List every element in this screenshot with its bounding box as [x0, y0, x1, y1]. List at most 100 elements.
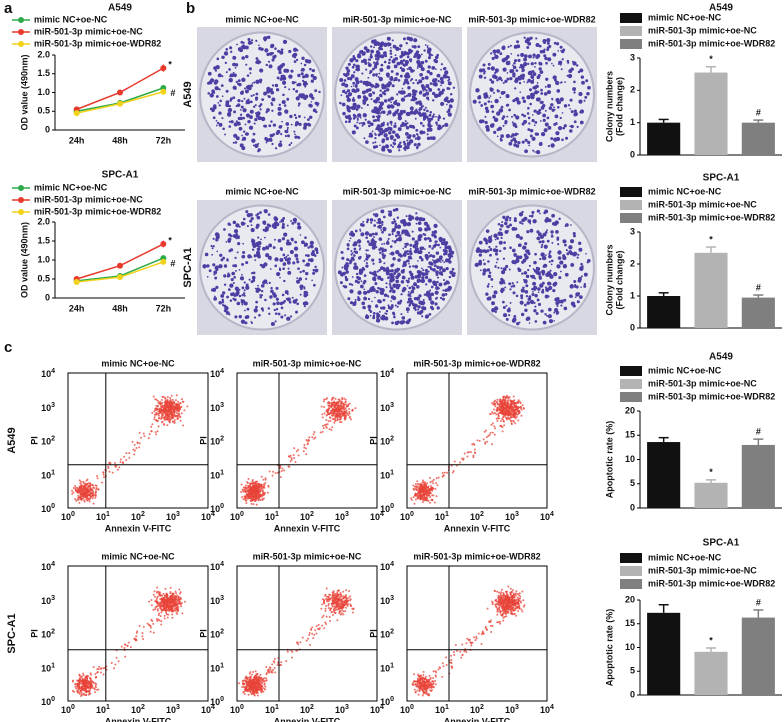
- colony: [501, 279, 505, 283]
- colony: [434, 55, 439, 60]
- colony: [559, 299, 564, 304]
- event-dot: [108, 461, 111, 464]
- colony: [406, 301, 410, 304]
- colony: [286, 293, 289, 296]
- colony: [550, 234, 554, 238]
- event-dot: [327, 408, 330, 411]
- colony: [251, 241, 256, 247]
- colony: [246, 307, 250, 311]
- event-dot: [354, 407, 357, 410]
- colony: [265, 141, 268, 144]
- colony: [345, 270, 349, 274]
- colony: [443, 99, 446, 102]
- colony: [275, 297, 279, 301]
- bar: [694, 72, 728, 155]
- event-dot: [339, 421, 342, 424]
- colony: [241, 262, 245, 266]
- colony: [367, 297, 371, 301]
- colony: [314, 254, 317, 257]
- event-dot: [341, 412, 344, 415]
- event-dot: [79, 488, 82, 491]
- row-label: A549: [182, 81, 194, 107]
- colony: [532, 149, 535, 152]
- colony: [241, 286, 245, 290]
- event-dot: [92, 502, 95, 505]
- colony: [428, 261, 433, 266]
- colony: [567, 104, 571, 107]
- colony: [350, 283, 352, 285]
- event-dot: [152, 395, 155, 398]
- colony: [499, 96, 502, 99]
- colony: [381, 110, 385, 114]
- event-dot: [147, 437, 150, 440]
- event-dot: [331, 402, 334, 405]
- y-tick-label: 1.0: [37, 254, 50, 264]
- colony: [540, 245, 543, 249]
- colony: [371, 130, 374, 133]
- event-dot: [510, 416, 513, 419]
- event-dot: [342, 402, 345, 405]
- colony: [266, 86, 271, 92]
- colony: [551, 98, 554, 101]
- colony: [540, 92, 544, 95]
- colony: [394, 57, 399, 61]
- bar: [647, 442, 681, 508]
- colony: [425, 115, 429, 119]
- colony: [261, 98, 265, 101]
- colony: [305, 262, 311, 267]
- colony: [529, 128, 534, 133]
- colony: [247, 40, 252, 45]
- event-dot: [429, 484, 432, 487]
- colony: [232, 141, 235, 144]
- colony: [538, 142, 543, 146]
- colony: [281, 225, 285, 230]
- colony: [395, 279, 400, 284]
- event-dot: [295, 450, 298, 453]
- event-dot: [512, 395, 515, 398]
- colony: [502, 306, 506, 309]
- colony: [356, 104, 361, 109]
- tick-base: 10: [201, 512, 211, 522]
- colony: [259, 103, 263, 106]
- colony: [378, 237, 383, 241]
- tick-base: 10: [265, 512, 275, 522]
- colony: [551, 62, 553, 65]
- colony: [516, 40, 520, 44]
- colony: [485, 241, 489, 245]
- colony: [372, 61, 376, 64]
- colony: [209, 93, 214, 98]
- colony: [241, 99, 244, 103]
- colony: [390, 70, 394, 73]
- event-dot: [260, 485, 263, 488]
- legend-label: mimic NC+oe-NC: [648, 186, 722, 196]
- x-tick-label: 103: [335, 511, 349, 523]
- colony: [352, 304, 355, 306]
- colony: [375, 145, 379, 148]
- event-dot: [255, 487, 258, 490]
- colony: [494, 265, 497, 268]
- event-dot: [276, 471, 279, 474]
- event-dot: [249, 494, 252, 497]
- colony: [307, 123, 312, 127]
- colony: [375, 73, 378, 76]
- colony: [369, 314, 372, 317]
- colony: [555, 131, 560, 136]
- colony: [508, 141, 513, 146]
- colony: [557, 250, 562, 255]
- event-dot: [293, 457, 296, 460]
- colony: [380, 220, 384, 224]
- colony: [517, 58, 521, 63]
- colony: [376, 124, 381, 129]
- event-dot: [159, 402, 162, 405]
- colony: [585, 79, 589, 83]
- colony: [293, 60, 297, 64]
- colony: [555, 80, 560, 86]
- colony: [239, 127, 242, 130]
- colony: [217, 73, 222, 78]
- colony: [414, 275, 419, 279]
- colony: [536, 236, 541, 241]
- event-dot: [263, 483, 266, 486]
- y-tick-label: 2: [630, 85, 635, 95]
- legend-label: miR-501-3p mimic+oe-WDR82: [34, 206, 161, 216]
- legend-swatch: [620, 213, 642, 223]
